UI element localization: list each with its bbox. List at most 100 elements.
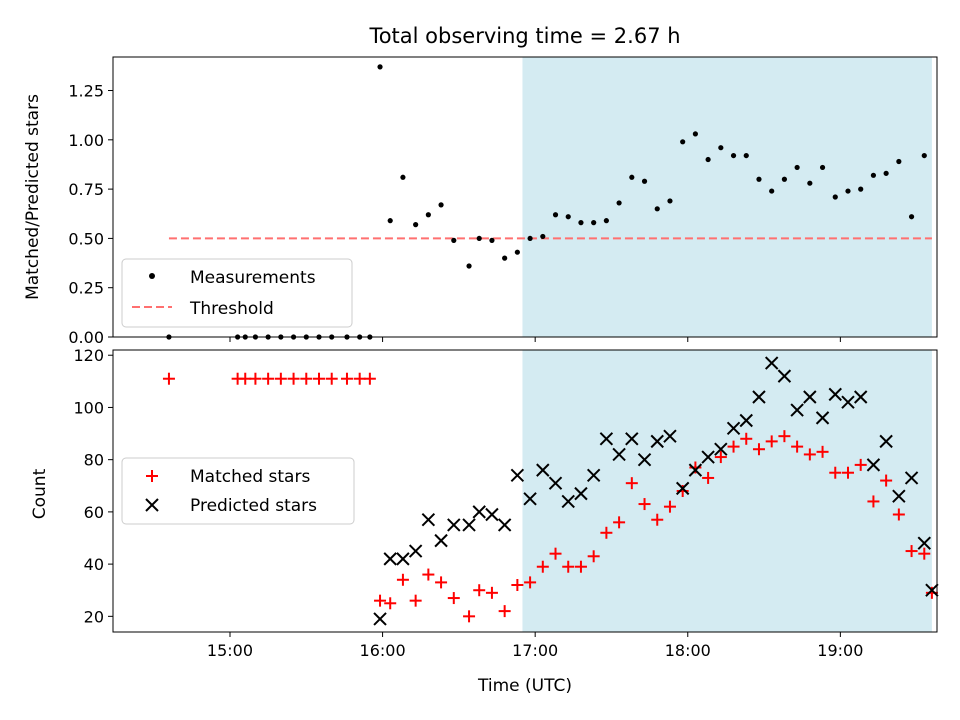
bottom-y-axis-label: Count bbox=[30, 468, 50, 519]
measurement-point bbox=[883, 170, 889, 176]
predicted-star-point bbox=[815, 411, 830, 425]
predicted-star-point bbox=[925, 583, 939, 597]
matched-star-point bbox=[714, 451, 727, 464]
bottom-ytick-label: 60 bbox=[84, 503, 104, 522]
matched-star-point bbox=[727, 440, 740, 453]
matched-star-point bbox=[498, 605, 511, 618]
measurement-point bbox=[591, 220, 597, 226]
top-y-axis-label: Matched/Predicted stars bbox=[23, 94, 43, 300]
top-ytick-label: 1.00 bbox=[68, 131, 104, 150]
measurement-point bbox=[565, 214, 571, 220]
predicted-star-point bbox=[892, 489, 906, 503]
matched-star-point bbox=[353, 372, 366, 385]
matched-star-point bbox=[549, 547, 562, 560]
predicted-star-point bbox=[462, 518, 476, 532]
measurement-point bbox=[451, 237, 457, 243]
matched-star-point bbox=[702, 471, 715, 484]
top-ytick-label: 0.50 bbox=[68, 229, 104, 248]
matched-star-point bbox=[162, 372, 175, 385]
matched-star-point bbox=[287, 372, 300, 385]
measurement-point bbox=[705, 156, 711, 163]
matched-star-point bbox=[791, 440, 804, 453]
top-legend-box bbox=[121, 258, 353, 328]
matched-star-point bbox=[325, 372, 338, 385]
predicted-star-point bbox=[485, 507, 499, 522]
bottom-legend: Matched stars Predicted stars bbox=[121, 457, 355, 525]
predicted-star-point bbox=[574, 486, 588, 501]
predicted-star-point bbox=[497, 518, 512, 532]
measurement-point bbox=[667, 198, 673, 204]
measurement-point bbox=[616, 200, 622, 206]
measurement-point bbox=[807, 180, 813, 186]
predicted-star-point bbox=[675, 481, 690, 496]
matched-star-point bbox=[435, 576, 448, 589]
measurement-point bbox=[400, 174, 406, 180]
predicted-star-point bbox=[701, 450, 715, 464]
matched-star-point bbox=[638, 498, 651, 511]
matched-star-point bbox=[778, 430, 791, 443]
matched-star-point bbox=[463, 610, 476, 623]
predicted-star-point bbox=[803, 390, 817, 404]
predicted-star-point bbox=[408, 544, 423, 558]
matched-star-point bbox=[892, 508, 905, 521]
matched-star-point bbox=[422, 568, 435, 581]
predicted-star-point bbox=[523, 492, 537, 506]
legend-matched-marker bbox=[146, 470, 158, 482]
matched-star-point bbox=[562, 560, 575, 573]
measurement-point bbox=[425, 212, 431, 218]
measurement-point bbox=[896, 158, 902, 165]
measurement-point bbox=[476, 235, 482, 242]
matched-star-point bbox=[536, 560, 549, 573]
matched-star-point bbox=[663, 500, 676, 513]
legend-measurements-label: Measurements bbox=[190, 268, 316, 288]
legend-predicted-marker bbox=[145, 498, 159, 512]
measurement-point bbox=[540, 233, 546, 240]
top-ytick-label: 0.00 bbox=[68, 328, 104, 347]
chart-title: Total observing time = 2.67 h bbox=[368, 24, 680, 48]
matched-star-point bbox=[918, 547, 931, 560]
measurement-point bbox=[756, 176, 762, 182]
predicted-star-point bbox=[904, 471, 919, 485]
matched-star-point bbox=[613, 516, 626, 529]
predicted-star-point bbox=[688, 463, 703, 477]
measurement-point bbox=[832, 194, 838, 200]
bottom-panel: 20 40 60 80 100 120 15:00 16:00 17:00 18:00 19:00… bbox=[30, 346, 939, 696]
xtick-label: 18:00 bbox=[665, 641, 711, 660]
matched-star-point bbox=[473, 584, 486, 597]
predicted-star-point bbox=[548, 476, 563, 490]
predicted-star-point bbox=[510, 468, 525, 483]
predicted-star-point bbox=[472, 505, 486, 519]
predicted-star-point bbox=[726, 421, 741, 436]
measurement-point bbox=[603, 218, 609, 224]
matched-star-point bbox=[854, 458, 867, 471]
bottom-ytick-label: 80 bbox=[84, 451, 104, 470]
predicted-star-point bbox=[599, 432, 614, 446]
matched-star-point bbox=[765, 435, 778, 448]
matched-star-point bbox=[340, 372, 353, 385]
measurement-point bbox=[845, 188, 851, 194]
predicted-star-point bbox=[790, 403, 804, 417]
measurement-point bbox=[502, 255, 508, 261]
measurement-point bbox=[794, 164, 800, 171]
bottom-ytick-label: 20 bbox=[84, 607, 104, 626]
matched-star-point bbox=[600, 526, 613, 539]
measurement-point bbox=[921, 152, 927, 159]
xtick-label: 15:00 bbox=[207, 641, 253, 660]
predicted-star-point bbox=[586, 468, 601, 483]
matched-star-point bbox=[587, 550, 600, 563]
matched-star-point bbox=[239, 372, 252, 385]
matched-star-point bbox=[300, 372, 313, 385]
predicted-star-point bbox=[739, 413, 753, 428]
matched-star-point bbox=[447, 592, 460, 605]
measurement-point bbox=[718, 145, 724, 151]
predicted-star-point bbox=[752, 390, 766, 404]
predicted-star-point bbox=[434, 533, 448, 548]
predicted-star-point bbox=[536, 463, 550, 477]
top-ytick-label: 0.75 bbox=[68, 180, 104, 199]
predicted-star-point bbox=[879, 434, 893, 449]
predicted-star-point bbox=[612, 447, 626, 462]
matched-star-point bbox=[752, 443, 765, 456]
top-legend: Measurements Threshold bbox=[121, 258, 353, 328]
measurement-point bbox=[743, 152, 749, 159]
matched-star-point bbox=[905, 545, 918, 558]
